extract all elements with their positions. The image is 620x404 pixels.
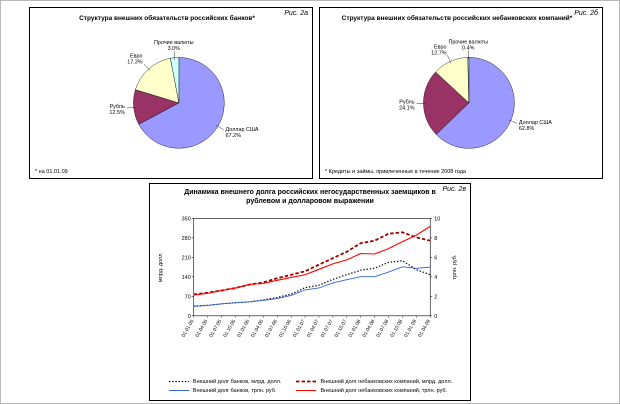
figure-label: Рис. 2а	[284, 10, 308, 17]
series-line	[193, 260, 431, 307]
y-left-tick-label: 140	[182, 275, 191, 281]
nonbank-pie-chart: Доллар США 62.8% Рубль 24.1% Евро 12.7%Прочие…	[399, 40, 552, 149]
x-tick-label: 01.07.05	[208, 319, 223, 339]
x-tick-label: 01.10.06	[278, 319, 293, 339]
legend-line-swatch	[168, 390, 189, 391]
legend-line-swatch	[168, 380, 189, 383]
y-left-tick-label: 0	[188, 314, 191, 320]
chart-title: Структура внешних обязательств российски…	[341, 15, 573, 22]
chart-title: Динамика внешнего долга российских негос…	[184, 189, 436, 205]
legend-item: Внешний долг небанковских компаний, трлн…	[295, 387, 452, 394]
x-tick-label: 01.01.06	[236, 319, 251, 339]
pie-label-leader	[508, 119, 518, 124]
legend-label: Внешний долг небанковских компаний, млрд…	[320, 378, 453, 385]
chart-footnote: * Кредиты и займы, привлеченные в течени…	[325, 169, 466, 175]
legend-label: Внешний долг банков, млрд. долл.	[192, 378, 282, 385]
pie-label: Доллар США 67.2%	[226, 127, 259, 139]
y-right-tick-label: 10	[434, 216, 440, 222]
legend-item: Внешний долг банков, трлн. руб.	[168, 387, 282, 394]
x-tick-label: 01.01.07	[292, 319, 307, 339]
pie-label-leader	[447, 55, 452, 64]
y-left-tick-label: 210	[182, 255, 191, 261]
x-tick-label: 01.01.09	[403, 319, 418, 339]
x-tick-label: 01.04.08	[361, 319, 376, 339]
chart-title: Структура внешних обязательств российски…	[79, 15, 255, 22]
x-tick-label: 01.07.08	[375, 319, 390, 339]
legend-item: Внешний долг банков, млрд. долл.	[168, 378, 282, 385]
x-tick-label: 01.07.07	[320, 319, 335, 339]
x-tick-label: 01.04.07	[306, 319, 321, 339]
nonbank-pie-chart-panel: Рис. 2б Структура внешних обязательств р…	[319, 7, 603, 179]
pie-label: Рубль 24.1%	[399, 99, 415, 111]
figure-label: Рис. 2в	[442, 186, 467, 193]
pie-label-leader	[173, 50, 176, 60]
y-right-tick-label: 4	[434, 275, 437, 281]
line-chart-legend: Внешний долг банков, млрд. долл. Внешний…	[156, 378, 464, 394]
y-left-axis-title: млрд. долл.	[158, 252, 164, 283]
legend-line-swatch	[296, 380, 317, 383]
pie-label: Прочие валюты 0.4%	[448, 40, 488, 52]
banks-pie-chart: Доллар США 67.2% Рубль 12.5% Евро 17.3% Прочие…	[109, 40, 259, 149]
y-right-tick-label: 8	[434, 236, 437, 242]
x-tick-label: 01.04.05	[195, 319, 210, 339]
pie-label: Прочие валюты 3.0%	[154, 40, 194, 52]
legend-label: Внешний долг банков, трлн. руб.	[192, 387, 277, 394]
y-right-axis-title: трлн. руб.	[452, 254, 458, 279]
series-line	[193, 266, 431, 307]
pie-label: Рубль 12.5%	[109, 104, 125, 116]
y-right-tick-label: 0	[434, 314, 437, 320]
y-right-tick-label: 2	[434, 294, 437, 300]
x-tick-label: 01.10.08	[389, 319, 404, 339]
x-tick-label: 01.04.06	[250, 319, 265, 339]
chart-footnote: * на 01.01.09	[35, 169, 68, 175]
legend-label: Внешний долг небанковских компаний, трлн…	[320, 387, 448, 394]
legend-item: Внешний долг небанковских компаний, млрд…	[295, 378, 452, 385]
series-line	[193, 225, 431, 296]
x-tick-label: 01.04.09	[417, 319, 432, 339]
pie-label-leader	[216, 125, 224, 131]
y-right-tick-label: 6	[434, 255, 437, 261]
pie-label: Евро 17.3%	[127, 54, 143, 66]
pie-label-leader	[126, 106, 136, 109]
y-left-tick-label: 350	[182, 216, 191, 222]
debt-line-chart-panel: Рис. 2в Динамика внешнего долга российск…	[149, 183, 471, 401]
legend-line-swatch	[296, 389, 317, 392]
x-tick-label: 01.01.05	[181, 319, 196, 339]
x-tick-label: 01.10.05	[222, 319, 237, 339]
x-tick-label: 01.07.06	[264, 319, 279, 339]
x-tick-label: 01.10.07	[334, 319, 349, 339]
x-tick-label: 01.01.08	[348, 319, 363, 339]
figure-label: Рис. 2б	[574, 10, 598, 17]
banks-pie-chart-panel: Рис. 2а Структура внешних обязательств р…	[29, 7, 313, 179]
pie-label: Доллар США 62.8%	[519, 120, 552, 132]
y-left-tick-label: 70	[185, 294, 191, 300]
y-left-tick-label: 280	[182, 236, 191, 242]
pie-label: Евро 12.7%	[431, 44, 447, 56]
pie-label-leader	[143, 63, 150, 71]
